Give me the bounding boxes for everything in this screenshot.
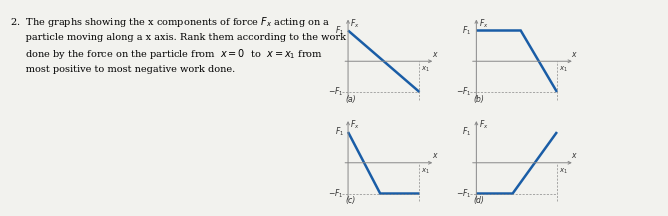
- Text: (d): (d): [473, 196, 484, 205]
- Text: $-F_1$: $-F_1$: [328, 187, 344, 200]
- Text: $F_x$: $F_x$: [479, 119, 488, 131]
- Text: $x$: $x$: [432, 151, 439, 160]
- Text: $x$: $x$: [432, 50, 439, 59]
- Text: (b): (b): [473, 95, 484, 104]
- Text: $F_x$: $F_x$: [350, 17, 360, 30]
- Text: $F_1$: $F_1$: [462, 126, 472, 138]
- Text: $x_1$: $x_1$: [421, 65, 430, 74]
- Text: $F_1$: $F_1$: [335, 24, 344, 37]
- Text: (c): (c): [345, 196, 355, 205]
- Text: $x_1$: $x_1$: [558, 167, 568, 176]
- Text: $F_1$: $F_1$: [462, 24, 472, 37]
- Text: $-F_1$: $-F_1$: [328, 86, 344, 98]
- Text: $x_1$: $x_1$: [421, 167, 430, 176]
- Text: $-F_1$: $-F_1$: [456, 86, 472, 98]
- Text: $-F_1$: $-F_1$: [456, 187, 472, 200]
- Text: $F_1$: $F_1$: [335, 126, 344, 138]
- Text: $F_x$: $F_x$: [479, 17, 488, 30]
- Text: $F_x$: $F_x$: [350, 119, 360, 131]
- Text: (a): (a): [345, 95, 356, 104]
- Text: $x_1$: $x_1$: [558, 65, 568, 74]
- Text: 2.  The graphs showing the x components of force $F_x$ acting on a
     particle: 2. The graphs showing the x components o…: [10, 15, 346, 74]
- Text: $x$: $x$: [571, 151, 578, 160]
- Text: $x$: $x$: [571, 50, 578, 59]
